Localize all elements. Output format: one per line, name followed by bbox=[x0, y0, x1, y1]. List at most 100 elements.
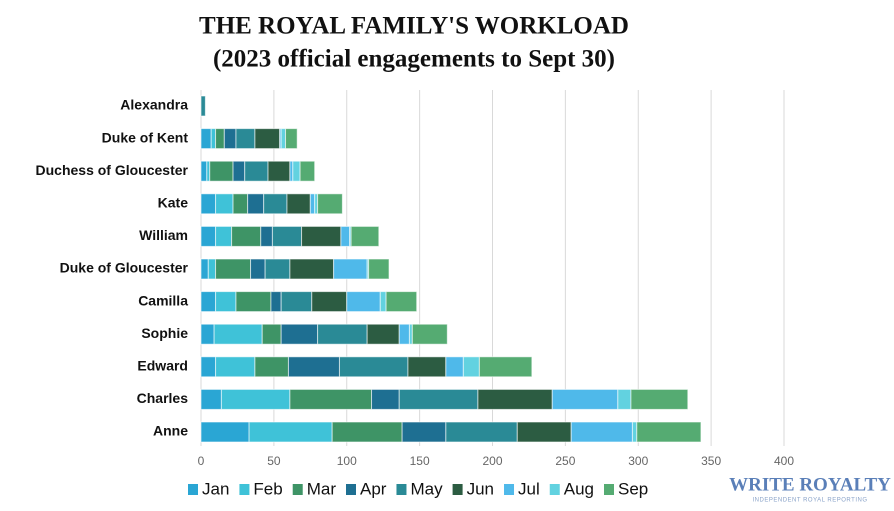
y-tick-label: Kate bbox=[158, 195, 189, 211]
bar-segment bbox=[401, 421, 447, 443]
bar-segment bbox=[209, 160, 234, 182]
bar-segment bbox=[254, 128, 281, 150]
legend-label: Jun bbox=[467, 479, 494, 498]
bar-segment bbox=[200, 258, 209, 280]
bar-segment bbox=[215, 225, 233, 247]
bar-segment bbox=[445, 356, 464, 378]
bar-segment bbox=[200, 95, 206, 117]
bar-segment bbox=[285, 128, 298, 150]
bar-segment bbox=[200, 193, 217, 215]
bar-segment bbox=[289, 388, 373, 410]
bar-segment bbox=[200, 128, 212, 150]
y-tick-label: Duchess of Gloucester bbox=[36, 162, 189, 178]
legend-swatch bbox=[346, 484, 356, 495]
logo-tagline: INDEPENDENT ROYAL REPORTING bbox=[753, 498, 868, 504]
bar-segment bbox=[570, 421, 633, 443]
bar-segment bbox=[333, 258, 368, 280]
y-tick-label: William bbox=[139, 227, 188, 243]
bar-segment bbox=[215, 258, 252, 280]
legend-label: Jan bbox=[202, 479, 229, 498]
legend-swatch bbox=[604, 484, 614, 495]
y-tick-label: Duke of Kent bbox=[102, 129, 189, 145]
y-tick-label: Alexandra bbox=[120, 97, 188, 113]
y-tick-label: Sophie bbox=[141, 325, 188, 341]
bar-segment bbox=[286, 193, 311, 215]
legend-swatch bbox=[396, 484, 407, 495]
legend-swatch bbox=[549, 484, 560, 495]
bar-segment bbox=[250, 258, 266, 280]
legend-label: Jul bbox=[518, 479, 540, 498]
bar-segment bbox=[260, 225, 273, 247]
x-tick-label: 400 bbox=[774, 454, 794, 468]
logo-name: WRITE ROYALTY bbox=[729, 474, 891, 495]
bar-segment bbox=[215, 356, 256, 378]
bar-segment bbox=[289, 258, 335, 280]
bar-segment bbox=[270, 291, 282, 313]
bar-segment bbox=[280, 291, 313, 313]
legend-label: Feb bbox=[253, 479, 282, 498]
y-tick-label: Anne bbox=[153, 423, 188, 439]
bar-segment bbox=[200, 388, 222, 410]
bar-segment bbox=[200, 291, 217, 313]
bar-segment bbox=[477, 388, 553, 410]
x-tick-label: 150 bbox=[410, 454, 430, 468]
bar-segment bbox=[311, 291, 348, 313]
bar-segment bbox=[398, 388, 479, 410]
legend-swatch bbox=[452, 484, 463, 495]
bar-segment bbox=[200, 160, 208, 182]
legend-label: May bbox=[410, 479, 443, 498]
bar-segment bbox=[445, 421, 518, 443]
legend-swatch bbox=[239, 484, 250, 495]
x-tick-label: 50 bbox=[267, 454, 281, 468]
x-tick-label: 300 bbox=[628, 454, 648, 468]
bar-segment bbox=[551, 388, 619, 410]
bar-segment bbox=[478, 356, 533, 378]
bar-segment bbox=[346, 291, 381, 313]
bar-segment bbox=[371, 388, 400, 410]
x-tick-label: 250 bbox=[555, 454, 575, 468]
bar-segment bbox=[617, 388, 632, 410]
bar-segment bbox=[207, 258, 217, 280]
legend-label: Aug bbox=[564, 479, 594, 498]
bar-segment bbox=[264, 258, 291, 280]
bar-segment bbox=[631, 421, 638, 443]
legend-label: Mar bbox=[307, 479, 337, 498]
bar-segment bbox=[630, 388, 689, 410]
bar-segment bbox=[213, 323, 263, 345]
chart-title: THE ROYAL FAMILY'S WORKLOAD bbox=[199, 13, 629, 40]
bar-segment bbox=[636, 421, 702, 443]
y-tick-label: Charles bbox=[137, 390, 189, 406]
bar-segment bbox=[338, 356, 409, 378]
bar-segment bbox=[292, 160, 301, 182]
bar-segment bbox=[210, 128, 217, 150]
bar-segment bbox=[215, 291, 237, 313]
bar-segment bbox=[267, 160, 291, 182]
bar-segment bbox=[220, 388, 291, 410]
bar-segment bbox=[366, 323, 400, 345]
bar-segment bbox=[200, 225, 217, 247]
bar-segment bbox=[331, 421, 403, 443]
bar-segment bbox=[248, 421, 333, 443]
bar-segment bbox=[299, 160, 316, 182]
y-tick-label: Camilla bbox=[138, 292, 188, 308]
bar-segment bbox=[247, 193, 265, 215]
bar-segment bbox=[244, 160, 269, 182]
bar-segment bbox=[271, 225, 303, 247]
bar-segment bbox=[516, 421, 572, 443]
x-tick-label: 350 bbox=[701, 454, 721, 468]
bar-segment bbox=[368, 258, 390, 280]
y-tick-label: Duke of Gloucester bbox=[60, 260, 189, 276]
bar-segment bbox=[235, 128, 256, 150]
bar-segment bbox=[462, 356, 480, 378]
bar-segment bbox=[385, 291, 418, 313]
bar-segment bbox=[398, 323, 410, 345]
x-tick-label: 200 bbox=[482, 454, 502, 468]
legend-label: Sep bbox=[618, 479, 648, 498]
y-tick-label: Edward bbox=[137, 358, 188, 374]
bar-segment bbox=[261, 323, 282, 345]
bar-segment bbox=[200, 356, 217, 378]
bar-segment bbox=[411, 323, 448, 345]
bar-segment bbox=[200, 323, 215, 345]
legend-swatch bbox=[292, 484, 303, 495]
